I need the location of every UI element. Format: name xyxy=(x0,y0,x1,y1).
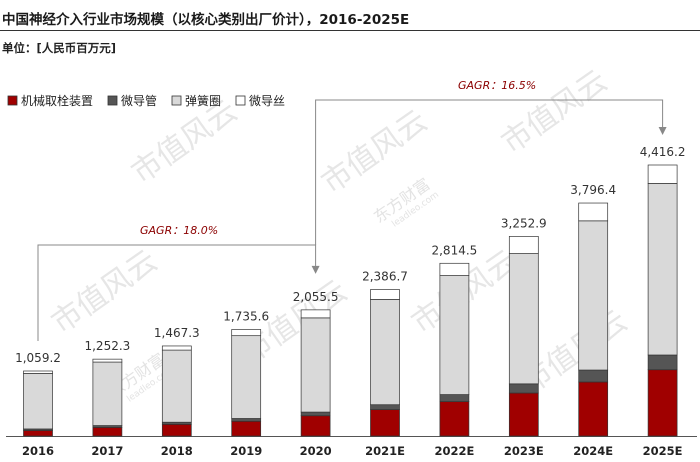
bar-segment xyxy=(231,418,262,422)
legend-label: 微导管 xyxy=(121,93,157,108)
bar-segment xyxy=(647,369,678,437)
total-label: 2,055.5 xyxy=(293,290,339,304)
bar-segment xyxy=(647,354,678,371)
category-label: 2018 xyxy=(161,444,193,458)
cagr-arrowhead xyxy=(658,127,667,135)
bar-segment xyxy=(508,253,539,385)
bar-segment xyxy=(370,299,400,406)
cagr-arrowhead xyxy=(311,265,320,274)
legend-swatch xyxy=(7,95,18,106)
total-label: 1,252.3 xyxy=(84,339,130,353)
legend-item: 机械取栓装置 xyxy=(7,93,93,108)
total-label: 1,467.3 xyxy=(154,326,200,340)
category-label: 2017 xyxy=(91,444,123,458)
legend-label: 机械取栓装置 xyxy=(21,93,93,108)
bar-segment xyxy=(439,275,470,395)
bar-segment xyxy=(23,370,53,374)
chart-title: 中国神经介入行业市场规模（以核心类别出厂价计），2016-2025E xyxy=(2,12,410,28)
bar-segment xyxy=(23,373,53,430)
total-label: 1,735.6 xyxy=(223,309,269,323)
title-divider xyxy=(0,30,700,31)
total-label: 2,386.7 xyxy=(362,270,408,284)
bar-segment xyxy=(508,392,539,437)
bar-segment xyxy=(578,202,609,222)
category-label: 2023E xyxy=(504,444,544,458)
bar-segment xyxy=(161,423,192,437)
total-label: 4,416.2 xyxy=(640,145,686,159)
bar-segment xyxy=(92,427,123,437)
bar-segment xyxy=(300,317,331,413)
bar-segment xyxy=(370,409,400,437)
legend-label: 弹簧圈 xyxy=(185,93,221,108)
watermark-text: 市值风云 xyxy=(125,93,243,190)
bar-segment xyxy=(23,430,53,437)
legend-item: 弹簧圈 xyxy=(171,93,221,108)
bar-segment xyxy=(370,289,400,300)
unit-label: 单位：[人民币百万元] xyxy=(2,41,117,55)
cagr-connector xyxy=(37,244,317,342)
bar-segment xyxy=(439,401,470,437)
bar-segment xyxy=(370,404,400,410)
legend-swatch xyxy=(171,95,182,106)
bar-segment xyxy=(578,381,609,437)
cagr-connector xyxy=(315,99,664,245)
legend-label: 微导丝 xyxy=(249,94,285,108)
bar-segment xyxy=(161,345,192,351)
total-label: 3,252.9 xyxy=(501,216,547,230)
bar-segment xyxy=(439,394,470,402)
total-label: 2,814.5 xyxy=(431,243,477,257)
category-label: 2025E xyxy=(643,444,683,458)
legend-swatch xyxy=(235,95,246,106)
category-label: 2022E xyxy=(434,444,474,458)
total-label: 1,059.2 xyxy=(15,351,61,365)
bar-segment xyxy=(300,309,331,319)
bar-segment xyxy=(647,164,678,184)
bar-segment xyxy=(300,411,331,417)
bar-segment xyxy=(92,361,123,426)
cagr-label: GAGR：18.0% xyxy=(140,224,218,237)
bar-segment xyxy=(647,183,678,356)
bar-segment xyxy=(578,369,609,383)
bar-segment xyxy=(231,329,262,337)
bar-segment xyxy=(508,236,539,254)
watermark-text: 市值风云 xyxy=(45,243,163,340)
bar-segment xyxy=(508,383,539,394)
legend-item: 微导管 xyxy=(107,93,157,108)
category-label: 2024E xyxy=(573,444,613,458)
category-label: 2020 xyxy=(300,444,332,458)
category-label: 2021E xyxy=(365,444,405,458)
legend-swatch xyxy=(107,95,118,106)
category-label: 2019 xyxy=(230,444,262,458)
legend-item: 微导丝 xyxy=(235,94,285,108)
bar-segment xyxy=(161,349,192,423)
bar-segment xyxy=(300,415,331,437)
bar-segment xyxy=(231,420,262,437)
bar-segment xyxy=(92,358,123,363)
bar-segment xyxy=(578,220,609,371)
category-label: 2016 xyxy=(22,444,54,458)
cagr-label: GAGR：16.5% xyxy=(458,79,536,92)
bar-segment xyxy=(231,335,262,419)
bar-segment xyxy=(439,262,470,276)
total-label: 3,796.4 xyxy=(570,183,616,197)
